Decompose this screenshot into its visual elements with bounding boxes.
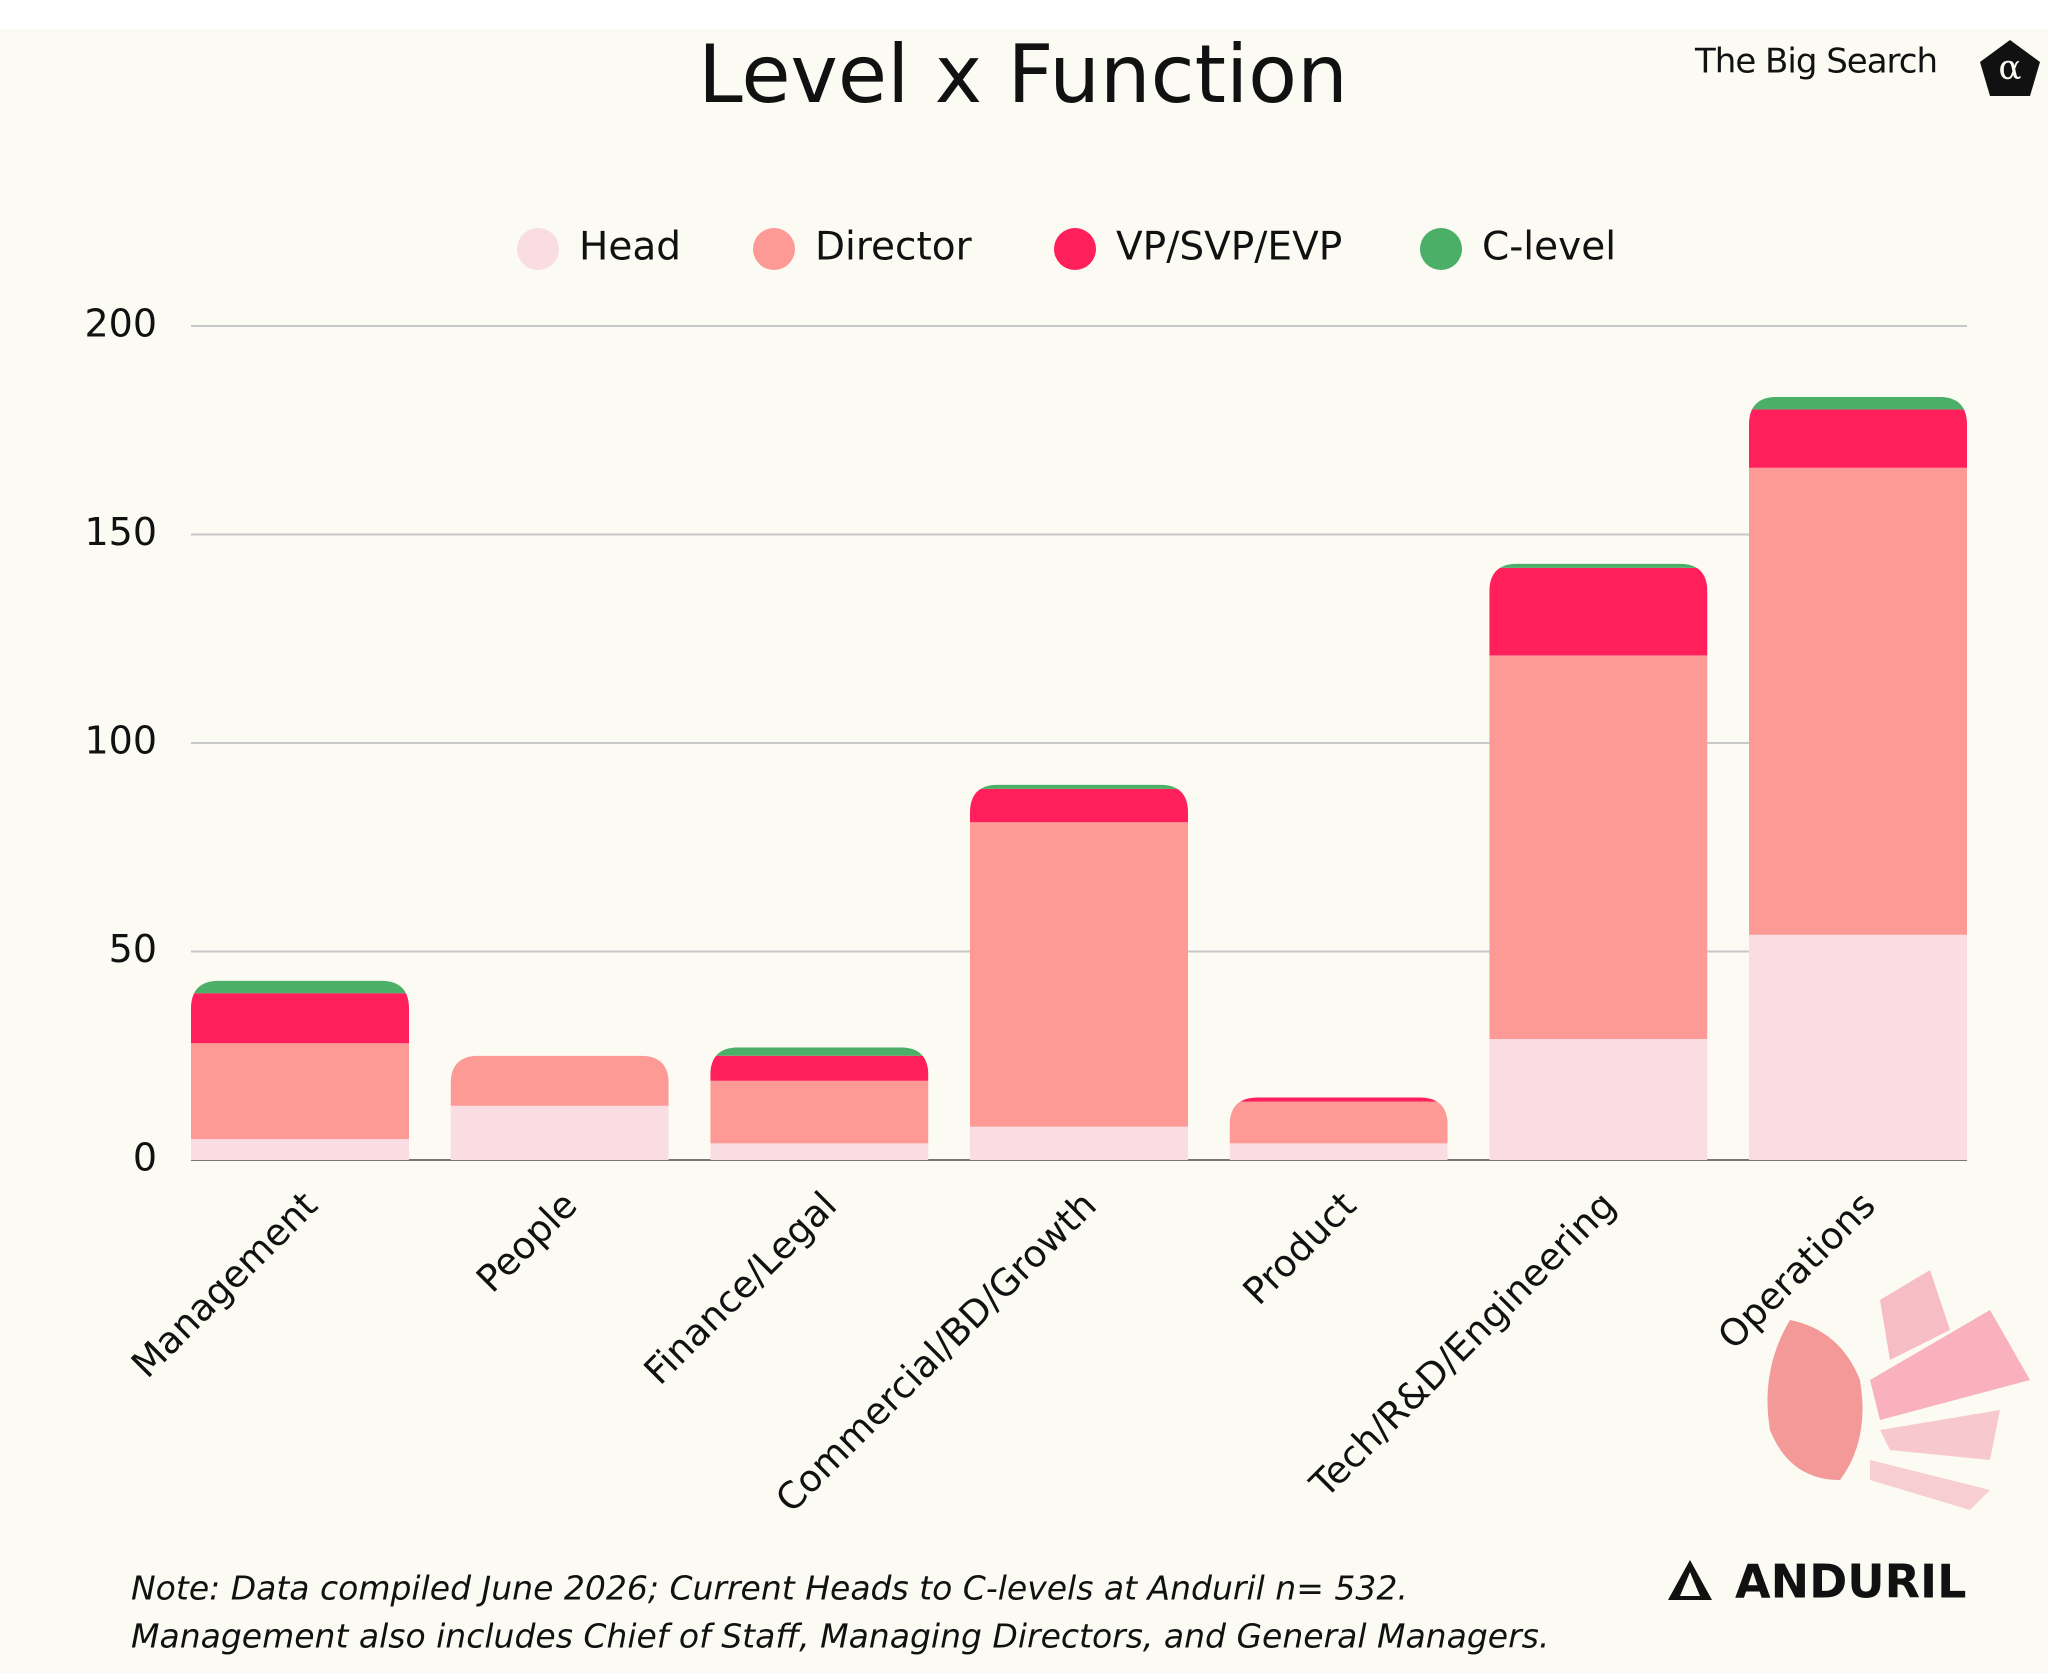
y-tick-label: 200 xyxy=(84,302,157,346)
bar-segment xyxy=(710,1055,929,1081)
shard xyxy=(1880,1410,2000,1460)
legend-swatch xyxy=(1054,228,1096,270)
legend-swatch xyxy=(1420,228,1462,270)
bar-stack xyxy=(450,1055,669,1160)
bar-segment xyxy=(1749,934,1967,1160)
legend-label: C-level xyxy=(1482,225,1616,270)
shard xyxy=(1870,1310,2030,1420)
bar-segment xyxy=(970,1126,1188,1160)
bar-stack xyxy=(710,1047,929,1160)
bar-segment xyxy=(450,1055,669,1106)
bar-stack xyxy=(1749,396,1967,1160)
bar-segment xyxy=(191,993,409,1044)
bar-segment xyxy=(1489,563,1708,568)
shard xyxy=(1880,1270,1950,1360)
company-logo: ANDURIL xyxy=(1735,1555,1966,1609)
shard xyxy=(1870,1460,1990,1510)
legend-label: Head xyxy=(579,225,681,270)
top-strip xyxy=(0,0,2048,29)
legend-swatch xyxy=(753,228,795,270)
bar-segment xyxy=(710,1080,929,1144)
bar-segment xyxy=(1489,655,1708,1040)
bar-segment xyxy=(970,822,1188,1127)
bar-segment xyxy=(450,1105,669,1160)
bar-segment xyxy=(1229,1097,1448,1102)
anduril-icon xyxy=(1668,1560,1712,1600)
bar-segment xyxy=(970,788,1188,823)
bar-segment xyxy=(1489,1039,1708,1160)
legend-swatch xyxy=(517,228,559,270)
bar-segment xyxy=(1749,396,1967,410)
publisher-logo: The Big Search xyxy=(1694,42,1937,82)
y-tick-label: 150 xyxy=(84,510,157,554)
y-tick-label: 0 xyxy=(133,1136,157,1180)
y-tick-label: 50 xyxy=(109,927,157,971)
bar-segment xyxy=(710,1047,929,1056)
bar-segment xyxy=(970,784,1188,789)
bar-segment xyxy=(191,1043,409,1140)
bar-segment xyxy=(1229,1143,1448,1160)
bar-segment xyxy=(710,1143,929,1160)
bar-stack xyxy=(970,784,1188,1160)
bar-stack xyxy=(1489,563,1708,1160)
note: Management also includes Chief of Staff,… xyxy=(131,1617,1549,1656)
illustration xyxy=(1767,1270,2030,1510)
mouth xyxy=(1767,1320,1863,1480)
legend-label: VP/SVP/EVP xyxy=(1116,225,1342,270)
y-tick-label: 100 xyxy=(84,719,157,763)
bar-segment xyxy=(1749,467,1967,935)
bar-stack xyxy=(191,980,409,1160)
bar-segment xyxy=(1489,567,1708,656)
bar-segment xyxy=(191,1139,409,1160)
bar-segment xyxy=(1229,1101,1448,1144)
alpha-logo xyxy=(1980,40,2040,96)
bar-segment xyxy=(191,980,409,994)
legend-label: Director xyxy=(815,225,973,270)
alpha-glyph: α xyxy=(1999,48,2022,88)
bar-stack xyxy=(1229,1097,1448,1160)
chart-title: Level x Function xyxy=(698,28,1348,121)
bar-segment xyxy=(1749,409,1967,468)
note: Note: Data compiled June 2026; Current H… xyxy=(131,1569,1408,1608)
